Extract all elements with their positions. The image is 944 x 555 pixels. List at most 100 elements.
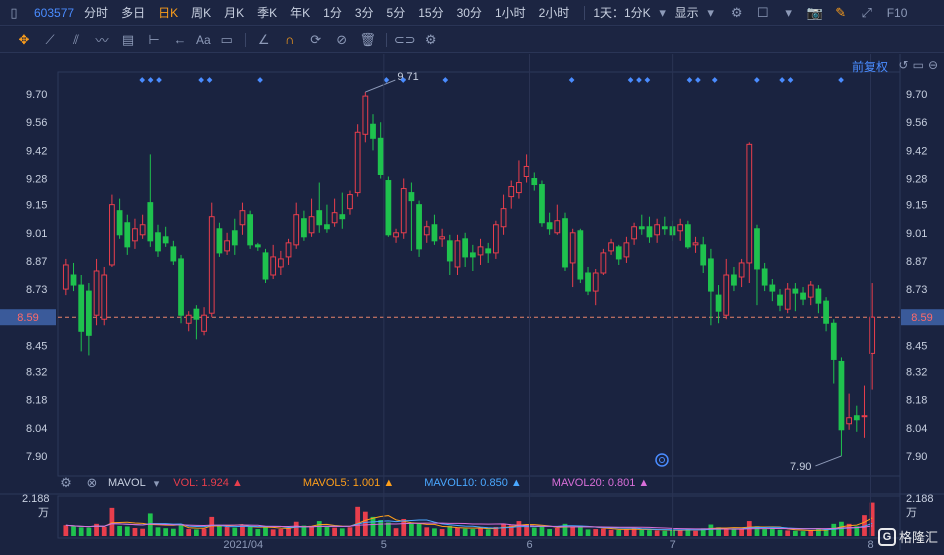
volume-bar xyxy=(662,530,668,536)
y-tick-label-left: 9.42 xyxy=(26,145,47,157)
candle-body xyxy=(746,143,753,264)
candle-body xyxy=(485,248,492,254)
period-tab[interactable]: 周K xyxy=(191,6,212,20)
candle-body xyxy=(124,222,131,248)
chevron-down-icon[interactable]: ▾ xyxy=(707,4,714,20)
gear-icon[interactable]: ⚙ xyxy=(730,4,743,20)
candle-body xyxy=(439,236,446,240)
y-tick-label-right: 9.01 xyxy=(906,228,927,240)
period-tab[interactable]: 30分 xyxy=(456,6,482,20)
period-tab[interactable]: 2小时 xyxy=(538,6,570,20)
gear-icon[interactable]: ⚙ xyxy=(60,475,72,490)
volume-bar xyxy=(554,528,560,536)
y-tick-label-left: 9.01 xyxy=(26,228,47,240)
volume-bar xyxy=(762,529,768,536)
trash-icon[interactable]: 🗑 xyxy=(359,31,376,47)
line-tool-icon[interactable]: ⟋ xyxy=(45,31,55,47)
ruler-icon[interactable]: ∠ xyxy=(257,31,270,47)
event-marker xyxy=(147,77,154,83)
magnet-icon[interactable]: ∩ xyxy=(285,32,295,47)
mavol10-value: MAVOL10: 0.850 ▲ xyxy=(424,477,522,489)
pencil-icon[interactable]: ✎ xyxy=(835,4,847,20)
candle-body xyxy=(800,292,806,300)
period-tab[interactable]: 1小时 xyxy=(494,6,526,20)
volume-bar xyxy=(94,523,99,536)
candle-body xyxy=(592,272,599,292)
restore-select[interactable]: 前复权 xyxy=(851,60,888,74)
event-marker xyxy=(383,77,390,83)
kline-chart[interactable]: 9.70 9.70 9.56 9.56 9.42 9.42 9.28 9.28 9.15 9.15… xyxy=(0,54,944,551)
camera-icon[interactable]: 📷 xyxy=(806,4,823,20)
candle-body xyxy=(293,214,300,246)
candle-body xyxy=(492,224,499,254)
volume-bar xyxy=(409,523,414,536)
candle-body xyxy=(600,252,607,274)
period-tab[interactable]: 季K xyxy=(257,6,278,20)
move-icon[interactable]: ✥ xyxy=(18,31,30,47)
chart-actions: ↺ ▭ ⊖ xyxy=(899,58,938,72)
undo-icon[interactable]: ↺ xyxy=(898,58,909,72)
event-target-icon-inner xyxy=(659,457,665,463)
high-label: 9.71 xyxy=(397,71,418,83)
event-marker xyxy=(198,77,204,83)
sync-icon[interactable]: ⟳ xyxy=(310,31,322,47)
candle-body xyxy=(562,218,568,268)
candle-body xyxy=(116,210,123,236)
period-tab[interactable]: 3分 xyxy=(354,6,374,20)
interval-select[interactable]: 1天：1分K xyxy=(593,6,651,20)
period-tab[interactable]: 月K xyxy=(224,6,245,20)
fullscreen-icon[interactable]: ⤢ xyxy=(861,4,872,20)
volume-bar xyxy=(685,529,691,536)
chevron-down-icon[interactable]: ▾ xyxy=(153,477,160,490)
wave-tool-icon[interactable]: 〰 xyxy=(95,33,109,48)
mavol5-line xyxy=(65,515,873,531)
volume-bar xyxy=(71,526,76,536)
range-tool-icon[interactable]: ⊢ xyxy=(148,31,160,47)
comment-icon[interactable]: ▭ xyxy=(220,31,233,47)
mavol5-value: MAVOL5: 1.001 ▲ xyxy=(302,477,395,489)
period-tab[interactable]: 年K xyxy=(290,6,311,20)
f10-button[interactable]: F10 xyxy=(886,5,908,20)
text-tool[interactable]: Aa xyxy=(196,32,211,47)
candle-body xyxy=(769,284,776,292)
event-marker xyxy=(442,77,449,83)
volume-bar xyxy=(769,528,775,536)
candle-body xyxy=(193,308,200,320)
chevron-down-icon[interactable]: ▾ xyxy=(785,4,792,20)
period-tab[interactable]: 日K xyxy=(158,6,179,20)
fib-tool-icon[interactable]: ▤ xyxy=(121,31,135,47)
volume-bar xyxy=(78,527,84,536)
stock-code[interactable]: 603577 xyxy=(34,5,75,20)
period-tab[interactable]: 5分 xyxy=(386,6,406,20)
channel-tool-icon[interactable]: ⫽ xyxy=(73,31,79,47)
volume-bar xyxy=(155,527,161,536)
volume-bar xyxy=(516,521,522,536)
vol-indicator-name[interactable]: MAVOL xyxy=(108,477,146,489)
y-tick-label-left: 8.18 xyxy=(26,395,47,407)
logo: G 格隆汇 xyxy=(877,527,938,546)
close-icon[interactable]: ⊗ xyxy=(86,475,98,490)
period-tab[interactable]: 15分 xyxy=(418,6,444,20)
volume-bar xyxy=(470,529,476,536)
candle-body xyxy=(93,270,100,316)
close-icon[interactable]: ⊖ xyxy=(927,58,938,72)
period-tab[interactable]: 分时 xyxy=(84,6,109,20)
event-target-icon xyxy=(655,453,669,467)
volume-bar xyxy=(785,530,791,536)
window-icon[interactable]: ▭ xyxy=(912,58,924,72)
period-tab[interactable]: 1分 xyxy=(323,6,342,20)
link-icon[interactable]: ⊂⊃ xyxy=(393,31,416,47)
checkbox-icon[interactable]: ☐ xyxy=(756,4,769,20)
hide-icon[interactable]: ⊘ xyxy=(336,31,348,47)
candle-body xyxy=(700,244,707,266)
panel-toggle-icon[interactable]: ▯ xyxy=(10,4,18,20)
chevron-down-icon[interactable]: ▾ xyxy=(659,4,666,20)
arrow-tool-icon[interactable]: ← xyxy=(173,32,187,47)
y-tick-label-left: 9.28 xyxy=(26,174,47,186)
display-select[interactable]: 显示 xyxy=(674,6,699,20)
volume-bar xyxy=(324,526,330,536)
gear-icon[interactable]: ⚙ xyxy=(424,31,437,47)
period-tab[interactable]: 多日 xyxy=(121,6,146,20)
volume-bar xyxy=(708,524,714,536)
volume-bar xyxy=(869,502,875,536)
